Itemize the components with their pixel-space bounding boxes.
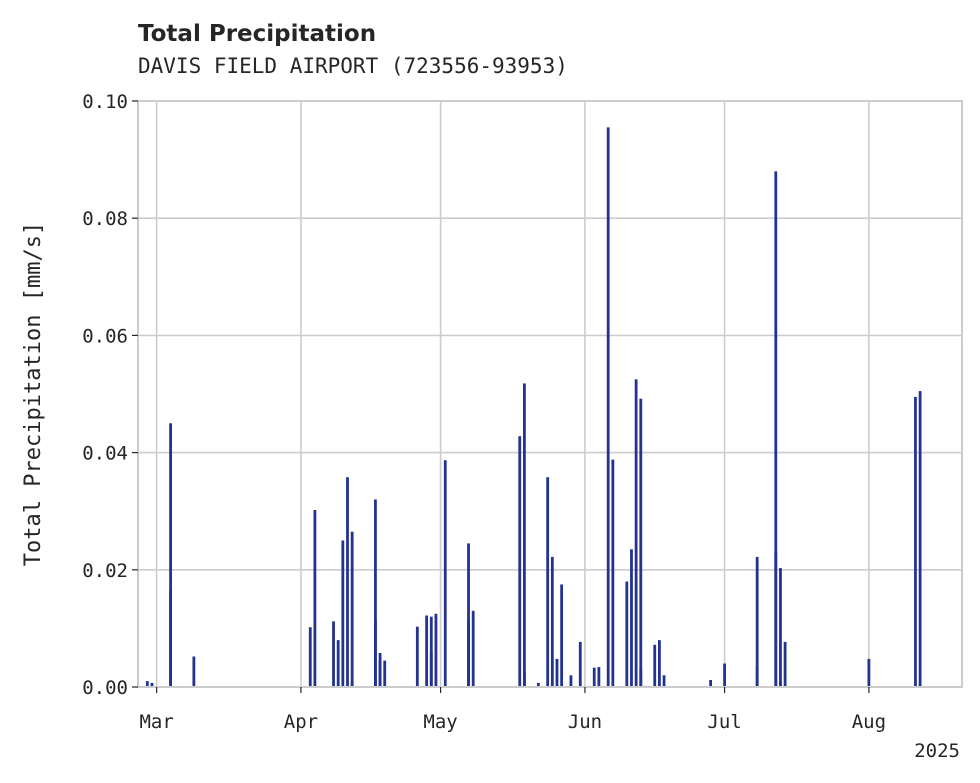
precip-bar [592, 667, 596, 687]
precip-bar [779, 568, 782, 687]
y-axis-label: Total Precipitation [mm/s] [21, 222, 46, 566]
precip-bar [536, 682, 540, 687]
precip-bar [755, 556, 759, 687]
precip-bar [653, 644, 657, 687]
precip-bar [578, 641, 582, 687]
precip-bar [550, 556, 554, 687]
precip-bar [867, 658, 871, 687]
precip-bar [606, 127, 610, 688]
x-tick-label: Aug [852, 711, 886, 733]
y-tick-label: 0.08 [82, 208, 128, 230]
y-tick-label: 0.02 [82, 560, 128, 582]
precip-bar [150, 682, 154, 687]
precip-bar [774, 171, 778, 687]
precip-bar [611, 459, 615, 687]
precip-bar [429, 651, 433, 687]
y-tick-label: 0.04 [82, 443, 128, 465]
precip-bar [308, 627, 312, 687]
precip-bar [639, 669, 643, 687]
precip-bar [569, 675, 573, 687]
x-axis: Mar Apr May Jun Jul Aug [139, 687, 886, 733]
precip-bar [471, 610, 475, 687]
x-tick-label: Mar [139, 711, 173, 733]
precip-bar [425, 615, 429, 687]
plot-frame [137, 100, 963, 688]
precip-bar [597, 667, 601, 687]
precip-bar [662, 675, 666, 687]
chart-title: Total Precipitation [138, 21, 376, 47]
precip-bar [467, 543, 470, 687]
precip-bar [434, 613, 438, 687]
precip-bar [560, 584, 564, 687]
precip-bar [918, 391, 922, 687]
precip-bar [518, 436, 522, 687]
precip-bar [350, 682, 354, 687]
x-tick-label: May [423, 711, 457, 733]
precip-bar [783, 641, 787, 687]
precip-bar [658, 640, 661, 687]
precip-bar [639, 398, 643, 687]
precip-bar [709, 679, 713, 687]
precip-bar [914, 396, 917, 687]
x-axis-year-label: 2025 [914, 740, 960, 762]
y-tick-label: 0.10 [82, 91, 128, 113]
precip-bar [169, 423, 172, 687]
precip-bar [634, 379, 638, 687]
precip-bar [546, 477, 550, 687]
precip-bar [350, 531, 354, 687]
precip-bar [467, 620, 470, 687]
chart-subtitle: DAVIS FIELD AIRPORT (723556-93953) [138, 54, 568, 78]
precip-bar [443, 460, 447, 687]
x-tick-label: Jun [568, 711, 602, 733]
precip-bar [625, 581, 629, 687]
precip-bar [630, 549, 633, 687]
precip-bar [383, 660, 387, 687]
precip-bar [779, 682, 782, 687]
bars-layer [145, 127, 922, 688]
precip-bar [374, 499, 377, 687]
precip-bar [346, 477, 349, 687]
precip-bar [555, 658, 559, 687]
precip-bar [341, 540, 345, 687]
y-axis: 0.00 0.02 0.04 0.06 0.08 0.10 [82, 91, 138, 699]
precip-bar [429, 616, 433, 687]
grid-layer [138, 100, 962, 688]
precip-bar [415, 626, 419, 687]
y-tick-label: 0.06 [82, 325, 128, 347]
precip-bar [378, 660, 382, 687]
precip-bar [374, 619, 377, 687]
y-tick-label: 0.00 [82, 677, 128, 699]
precip-bar [723, 663, 726, 687]
x-tick-label: Jul [707, 711, 741, 733]
precip-bar [145, 681, 149, 687]
precip-bar [522, 383, 526, 687]
precip-bar [313, 510, 317, 687]
precip-bar [336, 640, 340, 687]
precip-bar [332, 621, 335, 687]
precip-bar [169, 590, 172, 687]
precip-bar [192, 656, 196, 687]
x-tick-label: Apr [284, 711, 318, 733]
